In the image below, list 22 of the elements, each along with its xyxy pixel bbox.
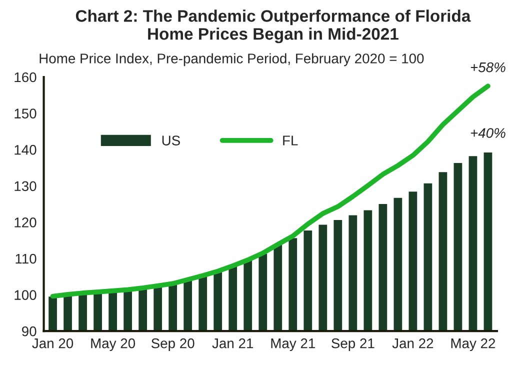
legend-label: US: [162, 136, 180, 146]
y-tick-label: 130: [14, 181, 36, 192]
x-tick-label: May 22: [451, 338, 496, 351]
annotation: +58%: [470, 62, 506, 72]
chart-subtitle: Home Price Index, Pre-pandemic Period, February 2020 = 100: [40, 53, 424, 66]
y-tick-label: 110: [16, 254, 36, 264]
x-tick-label: Jan 20: [32, 338, 74, 348]
x-tick-label: Jan 22: [392, 338, 434, 348]
x-tick-label: May 20: [91, 338, 136, 351]
chart-title: Chart 2: The Pandemic Outperformance of Florida Home Prices Began in Mid-2021: [76, 10, 471, 44]
y-tick-label: 120: [14, 218, 36, 228]
annotation: +40%: [470, 128, 506, 138]
y-tick-label: 100: [14, 290, 36, 300]
y-tick-label: 160: [14, 72, 36, 82]
x-tick-label: Sep 21: [332, 338, 374, 351]
y-tick-label: 140: [14, 144, 36, 155]
y-tick-label: 150: [14, 108, 36, 118]
x-tick-label: Sep 20: [151, 338, 194, 351]
legend-label: FL: [283, 136, 298, 146]
x-tick-label: Jan 21: [212, 338, 254, 348]
y-tick-label: 90: [22, 326, 36, 336]
x-tick-label: May 21: [271, 338, 315, 351]
